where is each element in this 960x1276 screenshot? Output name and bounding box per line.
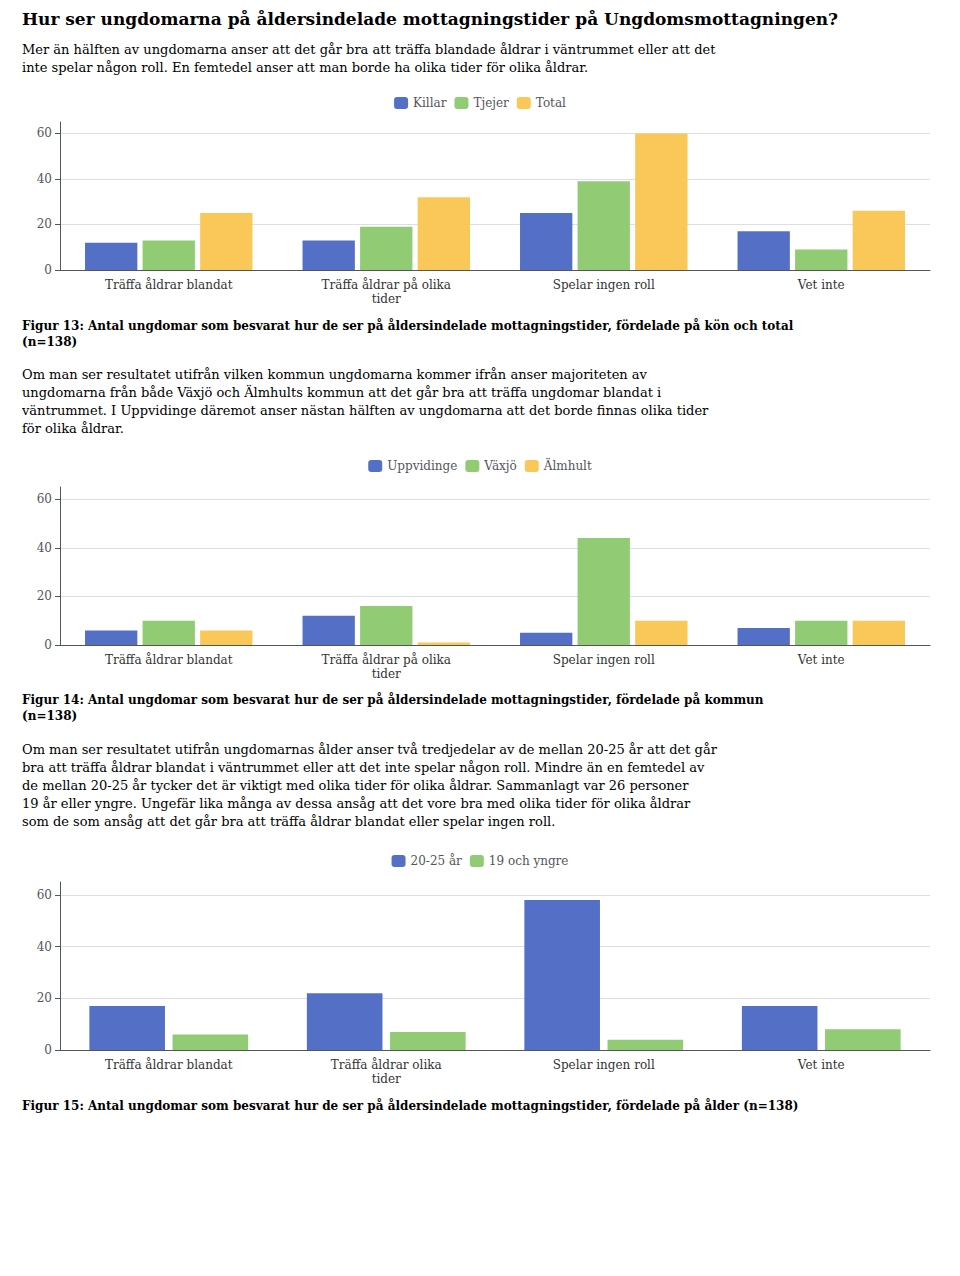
svg-text:19 år eller yngre. Ungefär lik: 19 år eller yngre. Ungefär lika många av… xyxy=(22,796,691,811)
svg-text:20: 20 xyxy=(37,217,52,231)
svg-text:60: 60 xyxy=(37,888,52,902)
svg-text:Figur 13: Antal ungdomar som b: Figur 13: Antal ungdomar som besvarat hu… xyxy=(22,318,794,333)
svg-text:40: 40 xyxy=(37,172,52,186)
svg-text:Träffa åldrar blandat: Träffa åldrar blandat xyxy=(105,277,233,292)
svg-text:ungdomarna från både Växjö och: ungdomarna från både Växjö och Älmhults … xyxy=(22,384,661,400)
svg-text:Om man ser resultatet utifrån: Om man ser resultatet utifrån vilken kom… xyxy=(22,367,648,382)
svg-text:Figur 15: Antal ungdomar som b: Figur 15: Antal ungdomar som besvarat hu… xyxy=(22,1098,798,1113)
svg-text:Träffa åldrar blandat: Träffa åldrar blandat xyxy=(105,1057,233,1072)
svg-text:Träffa åldrar på olika: Träffa åldrar på olika xyxy=(322,652,451,667)
svg-text:40: 40 xyxy=(37,541,52,555)
svg-text:de mellan 20-25 år tycker det: de mellan 20-25 år tycker det är viktigt… xyxy=(22,778,689,793)
svg-text:Träffa åldrar blandat: Träffa åldrar blandat xyxy=(105,652,233,667)
svg-text:Total: Total xyxy=(536,96,566,110)
svg-text:tider: tider xyxy=(372,1072,401,1086)
svg-text:Träffa åldrar olika: Träffa åldrar olika xyxy=(331,1057,442,1072)
svg-text:Killar: Killar xyxy=(413,96,447,110)
svg-text:20-25 år: 20-25 år xyxy=(411,853,463,868)
svg-text:60: 60 xyxy=(37,126,52,140)
svg-text:20: 20 xyxy=(37,991,52,1005)
svg-text:Mer än hälften av ungdomarna a: Mer än hälften av ungdomarna anser att d… xyxy=(22,42,716,57)
svg-text:Vet inte: Vet inte xyxy=(797,1058,845,1072)
svg-text:Spelar ingen roll: Spelar ingen roll xyxy=(553,1058,655,1072)
svg-text:Vet inte: Vet inte xyxy=(797,653,845,667)
svg-text:(n=138): (n=138) xyxy=(22,709,77,723)
svg-text:Figur 14: Antal ungdomar som b: Figur 14: Antal ungdomar som besvarat hu… xyxy=(22,692,764,707)
svg-text:(n=138): (n=138) xyxy=(22,335,77,349)
svg-text:bra att träffa åldrar blandat: bra att träffa åldrar blandat i väntrumm… xyxy=(22,760,705,775)
svg-text:tider: tider xyxy=(372,292,401,306)
svg-text:Spelar ingen roll: Spelar ingen roll xyxy=(553,278,655,292)
svg-text:0: 0 xyxy=(44,263,52,277)
svg-text:Spelar ingen roll: Spelar ingen roll xyxy=(553,653,655,667)
svg-text:Hur ser ungdomarna på åldersin: Hur ser ungdomarna på åldersindelade mot… xyxy=(22,9,838,29)
svg-text:Tjejer: Tjejer xyxy=(473,96,509,110)
svg-text:som de som ansåg att det går b: som de som ansåg att det går bra att trä… xyxy=(22,814,555,829)
svg-text:tider: tider xyxy=(372,667,401,681)
svg-text:0: 0 xyxy=(44,638,52,652)
svg-text:0: 0 xyxy=(44,1043,52,1057)
svg-text:Älmhult: Älmhult xyxy=(543,457,592,473)
svg-text:40: 40 xyxy=(37,940,52,954)
svg-text:19 och yngre: 19 och yngre xyxy=(489,854,569,868)
svg-text:för olika åldrar.: för olika åldrar. xyxy=(22,421,124,436)
svg-text:Om man ser resultatet utifrån: Om man ser resultatet utifrån ungdomarna… xyxy=(22,742,718,757)
svg-text:Träffa åldrar på olika: Träffa åldrar på olika xyxy=(322,277,451,292)
svg-text:20: 20 xyxy=(37,589,52,603)
svg-text:Växjö: Växjö xyxy=(483,459,516,473)
svg-text:inte spelar någon roll. En fem: inte spelar någon roll. En femtedel anse… xyxy=(22,60,588,75)
svg-text:60: 60 xyxy=(37,492,52,506)
svg-text:väntrummet. I Uppvidinge därem: väntrummet. I Uppvidinge däremot anser n… xyxy=(21,403,709,418)
svg-text:Vet inte: Vet inte xyxy=(797,278,845,292)
svg-text:Uppvidinge: Uppvidinge xyxy=(387,459,457,473)
